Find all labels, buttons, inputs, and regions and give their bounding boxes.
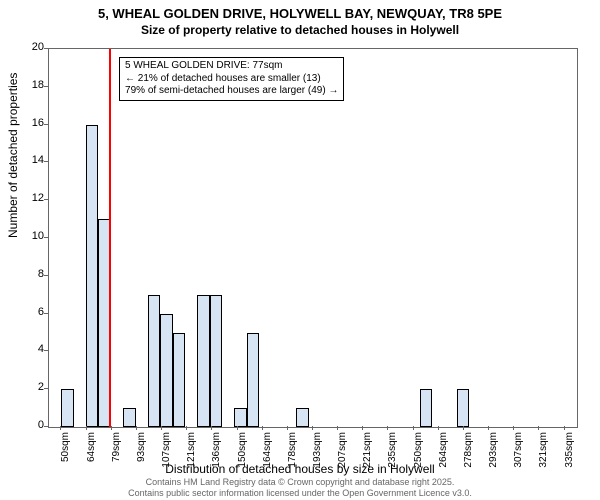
- x-tick-label: 335sqm: [564, 432, 575, 482]
- x-tick-label: 93sqm: [136, 432, 147, 482]
- property-marker-line: [109, 49, 111, 427]
- histogram-bar: [210, 295, 222, 427]
- info-line1: 5 WHEAL GOLDEN DRIVE: 77sqm: [125, 60, 338, 73]
- x-tick-mark: [438, 426, 439, 430]
- histogram-bar: [86, 125, 98, 427]
- y-tick-mark: [44, 199, 48, 200]
- footer-line2: Contains public sector information licen…: [128, 488, 472, 498]
- y-tick-label: 12: [14, 192, 44, 204]
- x-tick-mark: [237, 426, 238, 430]
- x-tick-mark: [186, 426, 187, 430]
- histogram-bar: [296, 408, 308, 427]
- x-tick-label: 235sqm: [387, 432, 398, 482]
- y-tick-mark: [44, 237, 48, 238]
- y-tick-label: 20: [14, 41, 44, 53]
- x-tick-label: 136sqm: [211, 432, 222, 482]
- x-tick-mark: [136, 426, 137, 430]
- x-tick-mark: [387, 426, 388, 430]
- histogram-bar: [61, 389, 73, 427]
- x-tick-mark: [513, 426, 514, 430]
- y-tick-mark: [44, 426, 48, 427]
- x-tick-label: 79sqm: [111, 432, 122, 482]
- x-tick-label: 121sqm: [186, 432, 197, 482]
- x-tick-label: 150sqm: [237, 432, 248, 482]
- histogram-bar: [457, 389, 469, 427]
- histogram-bar: [247, 333, 259, 428]
- x-tick-mark: [538, 426, 539, 430]
- x-tick-label: 293sqm: [488, 432, 499, 482]
- y-tick-label: 6: [14, 306, 44, 318]
- x-tick-label: 307sqm: [513, 432, 524, 482]
- property-info-box: 5 WHEAL GOLDEN DRIVE: 77sqm← 21% of deta…: [119, 57, 344, 101]
- x-tick-label: 164sqm: [262, 432, 273, 482]
- y-tick-label: 14: [14, 154, 44, 166]
- y-tick-label: 0: [14, 419, 44, 431]
- x-tick-label: 221sqm: [362, 432, 373, 482]
- x-tick-label: 278sqm: [463, 432, 474, 482]
- x-tick-label: 178sqm: [287, 432, 298, 482]
- x-tick-mark: [60, 426, 61, 430]
- x-tick-mark: [287, 426, 288, 430]
- y-tick-label: 4: [14, 343, 44, 355]
- x-tick-label: 264sqm: [438, 432, 449, 482]
- histogram-bar: [160, 314, 172, 427]
- histogram-bar: [173, 333, 185, 428]
- y-tick-mark: [44, 124, 48, 125]
- y-tick-label: 18: [14, 79, 44, 91]
- x-tick-label: 64sqm: [86, 432, 97, 482]
- y-tick-mark: [44, 86, 48, 87]
- y-tick-label: 8: [14, 268, 44, 280]
- chart-title-line2: Size of property relative to detached ho…: [0, 23, 600, 39]
- y-tick-mark: [44, 388, 48, 389]
- info-line2: ← 21% of detached houses are smaller (13…: [125, 73, 338, 86]
- x-tick-label: 250sqm: [413, 432, 424, 482]
- x-tick-label: 107sqm: [161, 432, 172, 482]
- x-tick-label: 321sqm: [538, 432, 549, 482]
- x-tick-mark: [564, 426, 565, 430]
- x-tick-mark: [413, 426, 414, 430]
- chart-title-line1: 5, WHEAL GOLDEN DRIVE, HOLYWELL BAY, NEW…: [0, 0, 600, 23]
- y-tick-mark: [44, 313, 48, 314]
- histogram-bar: [420, 389, 432, 427]
- x-tick-mark: [337, 426, 338, 430]
- histogram-bar: [197, 295, 209, 427]
- x-tick-mark: [463, 426, 464, 430]
- histogram-bar: [234, 408, 246, 427]
- x-tick-mark: [86, 426, 87, 430]
- y-tick-label: 10: [14, 230, 44, 242]
- chart-plot-area: 5 WHEAL GOLDEN DRIVE: 77sqm← 21% of deta…: [48, 48, 578, 428]
- x-tick-label: 50sqm: [60, 432, 71, 482]
- x-tick-mark: [488, 426, 489, 430]
- x-tick-mark: [262, 426, 263, 430]
- y-tick-mark: [44, 275, 48, 276]
- info-line3: 79% of semi-detached houses are larger (…: [125, 85, 338, 98]
- y-tick-label: 16: [14, 117, 44, 129]
- x-tick-mark: [362, 426, 363, 430]
- x-tick-mark: [161, 426, 162, 430]
- y-tick-mark: [44, 350, 48, 351]
- x-tick-mark: [312, 426, 313, 430]
- x-tick-mark: [211, 426, 212, 430]
- histogram-bar: [123, 408, 135, 427]
- histogram-bar: [148, 295, 160, 427]
- x-tick-label: 193sqm: [312, 432, 323, 482]
- y-tick-label: 2: [14, 381, 44, 393]
- x-tick-mark: [111, 426, 112, 430]
- y-tick-mark: [44, 48, 48, 49]
- x-tick-label: 207sqm: [337, 432, 348, 482]
- y-tick-mark: [44, 161, 48, 162]
